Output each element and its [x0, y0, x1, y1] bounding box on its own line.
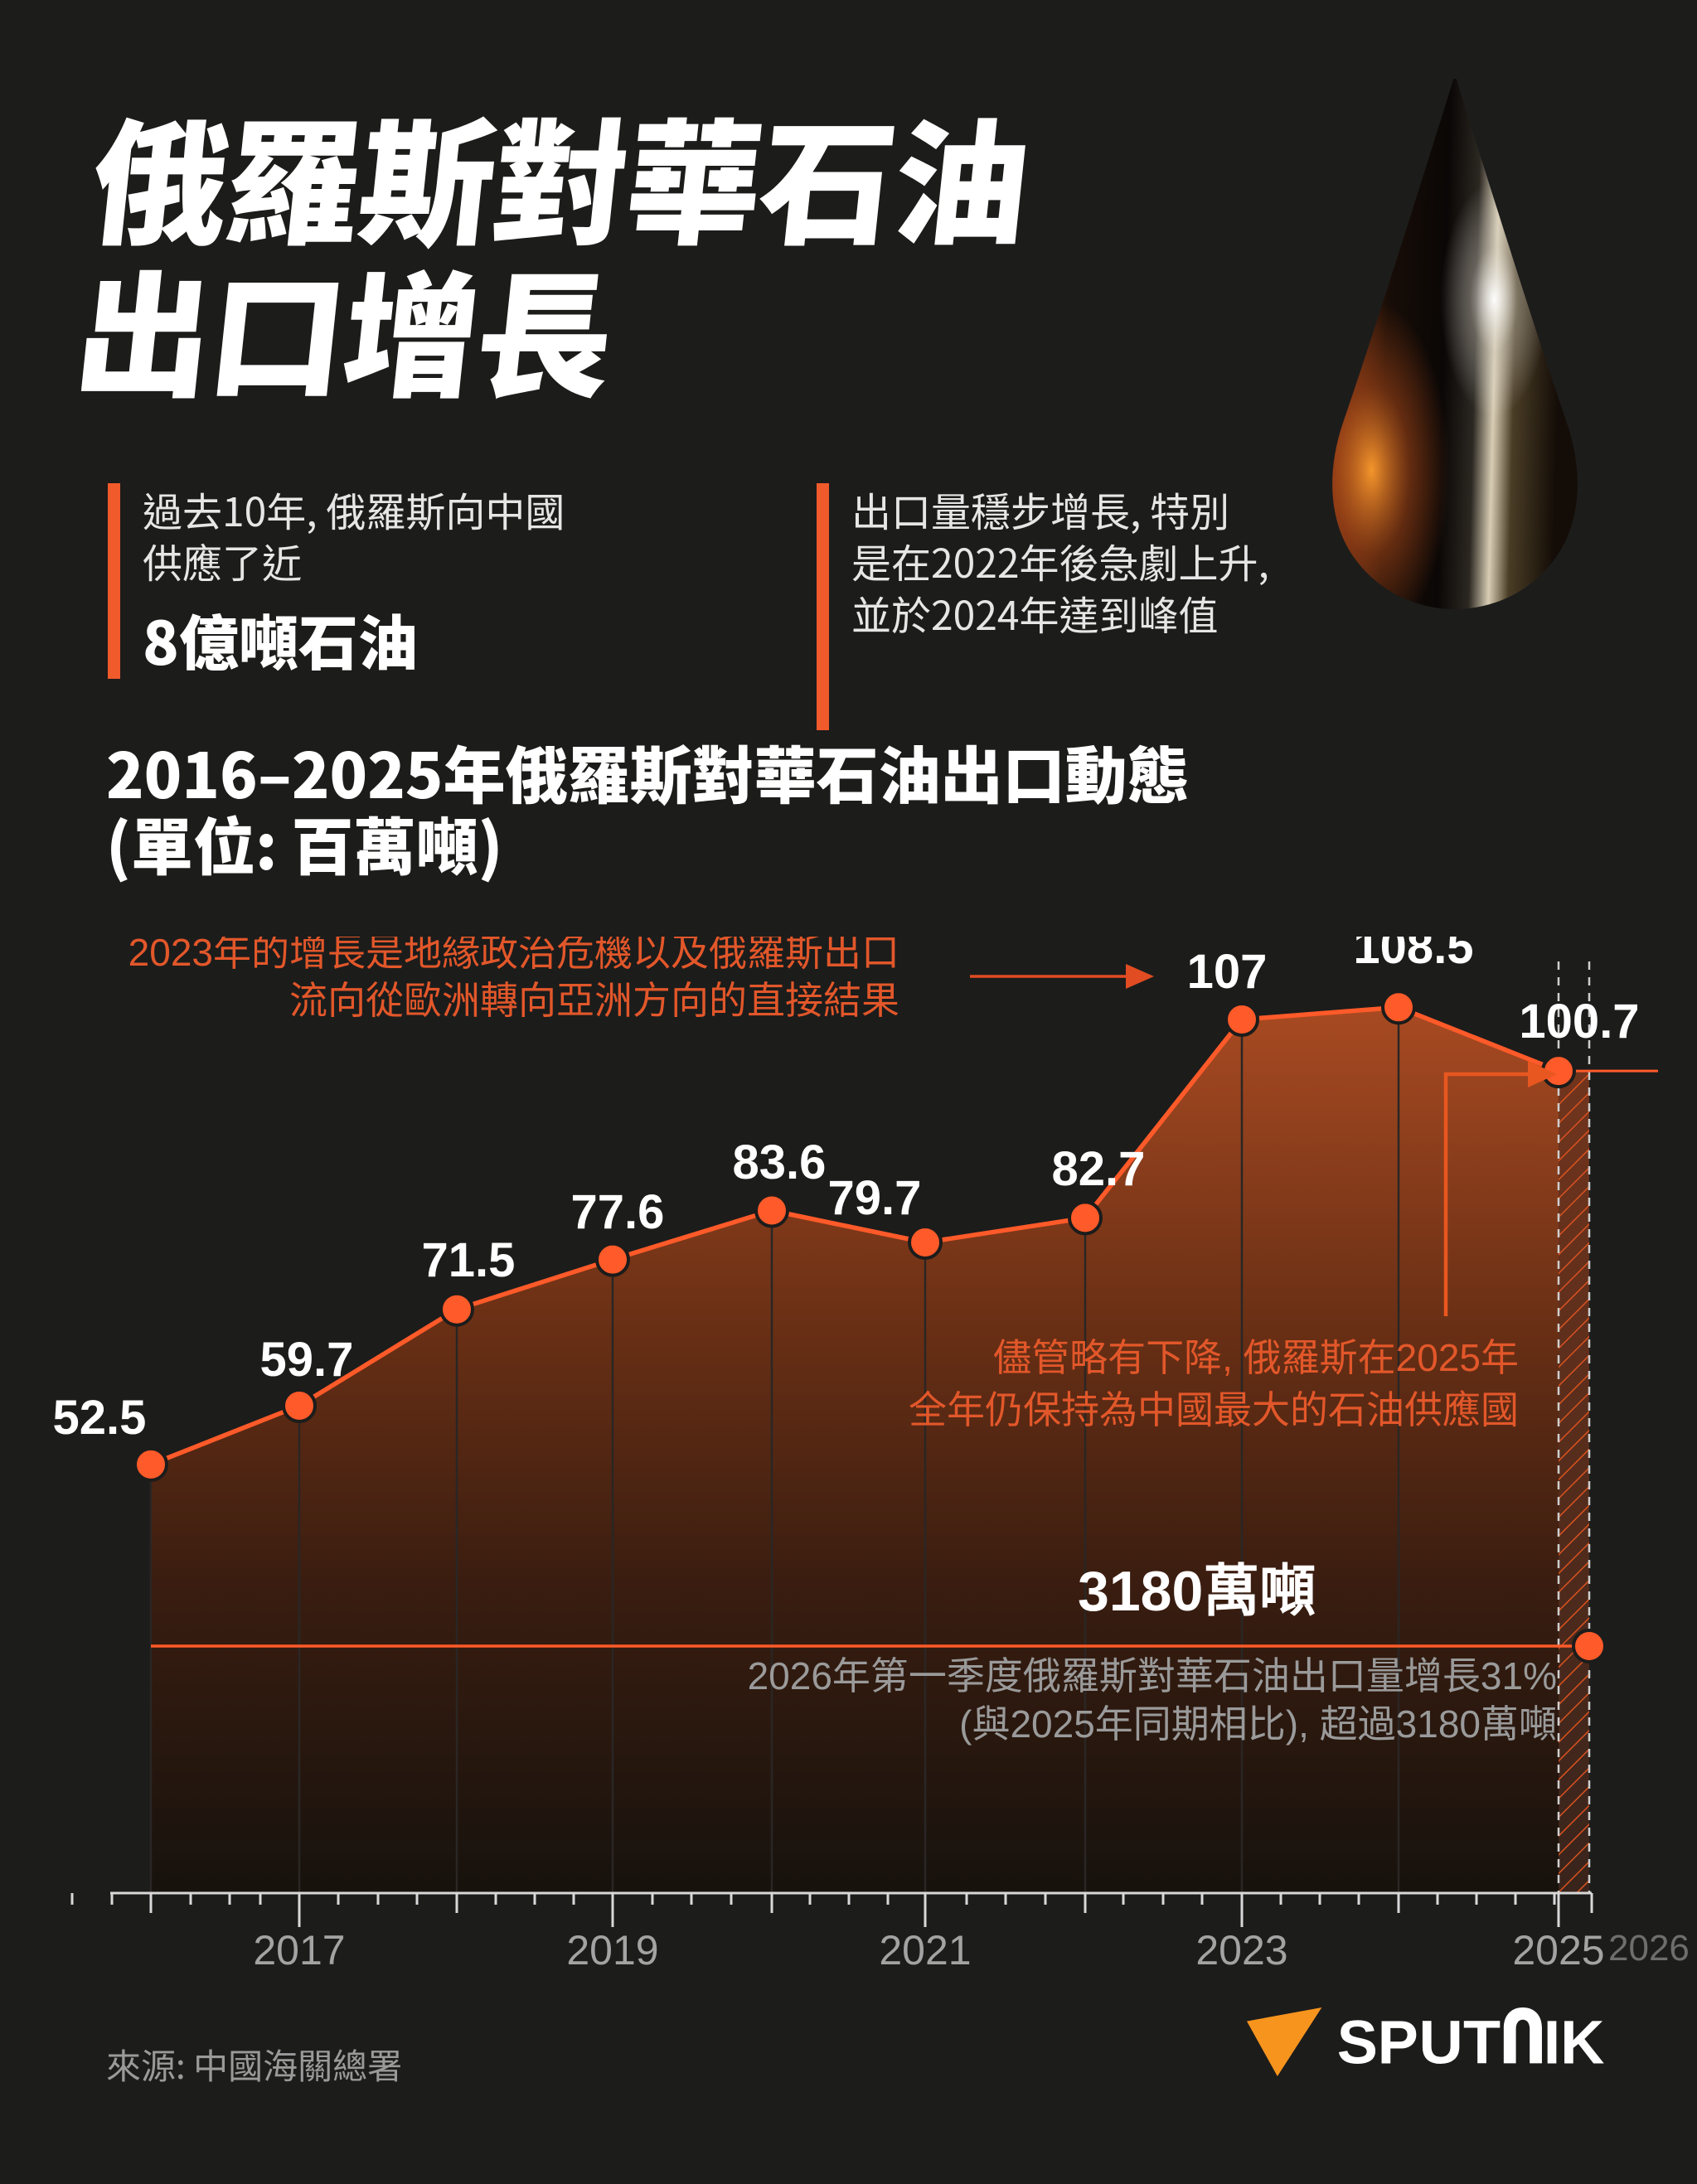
svg-text:2025: 2025 [1512, 1927, 1604, 1973]
svg-text:71.5: 71.5 [422, 1233, 516, 1287]
svg-text:U: U [1418, 2007, 1462, 2076]
svg-text:儘管略有下降, 俄羅斯在2025年: 儘管略有下降, 俄羅斯在2025年 [993, 1336, 1519, 1379]
svg-text:2023: 2023 [1195, 1927, 1287, 1973]
svg-text:52.5: 52.5 [53, 1391, 147, 1445]
svg-text:83.6: 83.6 [733, 1136, 827, 1189]
svg-text:82.7: 82.7 [1052, 1142, 1146, 1196]
svg-text:79.7: 79.7 [828, 1171, 922, 1225]
svg-text:全年仍保持為中國最大的石油供應國: 全年仍保持為中國最大的石油供應國 [909, 1388, 1519, 1431]
svg-text:2017: 2017 [253, 1927, 345, 1973]
svg-text:59.7: 59.7 [260, 1333, 354, 1387]
svg-text:2023年的增長是地緣政治危機以及俄羅斯出口: 2023年的增長是地緣政治危機以及俄羅斯出口 [128, 937, 899, 974]
svg-text:2019: 2019 [566, 1927, 658, 1973]
svg-text:77.6: 77.6 [571, 1185, 665, 1239]
svg-text:3180萬噸: 3180萬噸 [1078, 1560, 1316, 1623]
svg-text:K: K [1560, 2007, 1604, 2076]
svg-text:S: S [1337, 2007, 1378, 2076]
svg-text:I: I [1544, 2007, 1561, 2076]
svg-text:T: T [1463, 2007, 1501, 2076]
svg-text:2026年第一季度俄羅斯對華石油出口量增長31%: 2026年第一季度俄羅斯對華石油出口量增長31% [748, 1654, 1557, 1697]
svg-text:100.7: 100.7 [1519, 995, 1639, 1048]
svg-text:107: 107 [1187, 945, 1268, 999]
svg-text:(與2025年同期相比), 超過3180萬噸: (與2025年同期相比), 超過3180萬噸 [959, 1702, 1557, 1746]
svg-text:108.5: 108.5 [1353, 937, 1473, 974]
svg-text:2021: 2021 [879, 1927, 971, 1973]
svg-text:流向從歐洲轉向亞洲方向的直接結果: 流向從歐洲轉向亞洲方向的直接結果 [289, 979, 899, 1022]
svg-text:P: P [1378, 2007, 1418, 2076]
svg-text:2026: 2026 [1608, 1928, 1690, 1969]
